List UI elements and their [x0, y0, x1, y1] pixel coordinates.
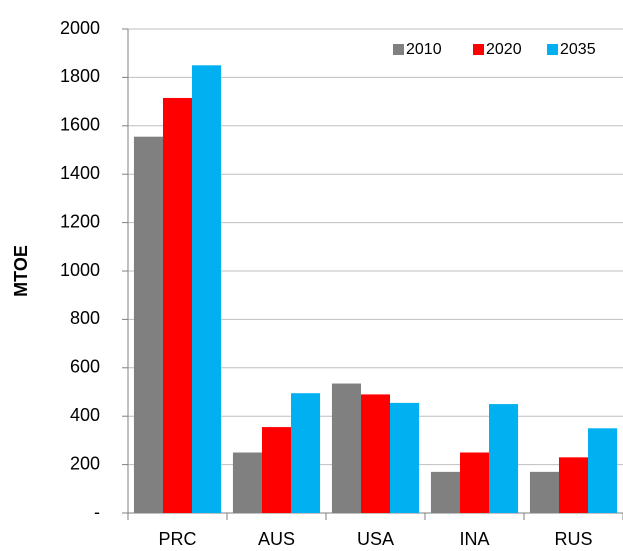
x-tick-label: PRC	[158, 529, 196, 549]
x-tick-label: AUS	[258, 529, 295, 549]
bar	[390, 402, 420, 513]
y-tick-label: 2000	[60, 18, 100, 38]
bar	[430, 471, 460, 513]
y-axis-label: MTOE	[11, 245, 31, 297]
bar	[192, 65, 222, 514]
bar	[162, 97, 193, 513]
legend-swatch	[473, 44, 484, 55]
bar	[232, 452, 262, 513]
legend-label: 2035	[560, 41, 596, 58]
bar	[558, 457, 589, 513]
y-tick-label: 400	[70, 405, 100, 425]
y-tick-label: 1800	[60, 66, 100, 86]
bar	[588, 428, 618, 513]
x-tick-label: INA	[459, 529, 489, 549]
legend-label: 2020	[486, 41, 522, 58]
y-tick-label: 800	[70, 308, 100, 328]
y-tick-label: 600	[70, 357, 100, 377]
bar	[291, 393, 321, 513]
y-tick-label: 1400	[60, 163, 100, 183]
y-tick-label: 200	[70, 453, 100, 473]
bar	[360, 394, 391, 513]
legend-swatch	[547, 44, 558, 55]
bar	[331, 383, 361, 513]
bar	[133, 136, 163, 513]
legend-label: 2010	[406, 41, 442, 58]
bar	[459, 452, 490, 513]
y-tick-label: -	[94, 502, 100, 522]
x-tick-label: RUS	[554, 529, 592, 549]
x-tick-label: USA	[357, 529, 394, 549]
bar	[489, 404, 519, 513]
y-tick-label: 1600	[60, 115, 100, 135]
bar	[529, 471, 559, 513]
y-tick-label: 1000	[60, 260, 100, 280]
legend-swatch	[393, 44, 404, 55]
y-tick-label: 1200	[60, 211, 100, 231]
bar	[261, 427, 292, 513]
